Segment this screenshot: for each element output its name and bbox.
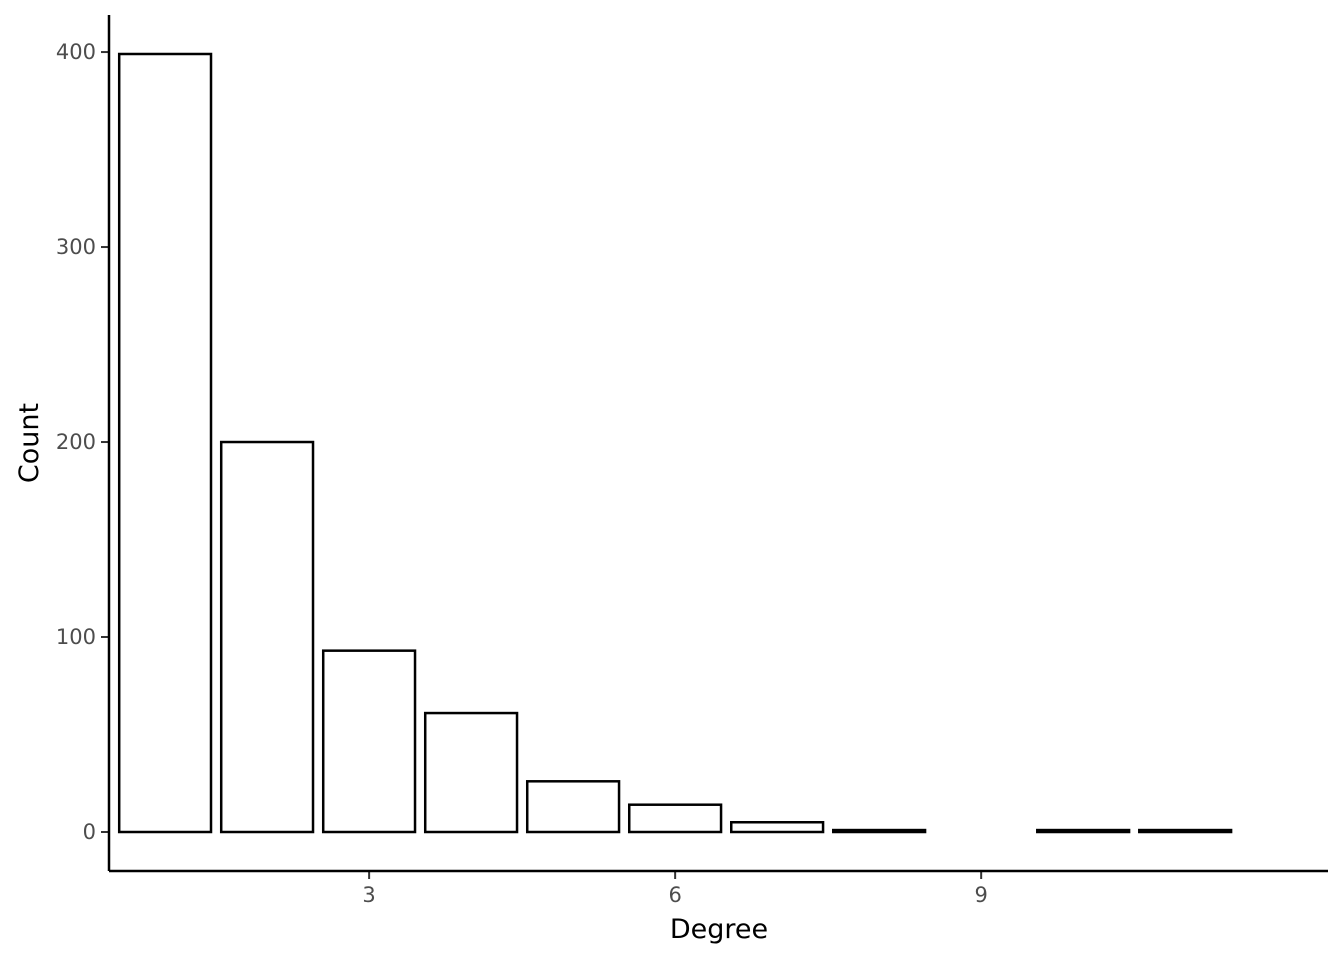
bar-degree-5: [525, 780, 621, 834]
y-tick-label: 0: [83, 820, 96, 844]
bars-group: [117, 52, 1233, 834]
x-tick-label: 3: [362, 883, 375, 907]
y-tick-label: 200: [56, 430, 96, 454]
y-tick-label: 100: [56, 625, 96, 649]
x-tick-label: 6: [668, 883, 681, 907]
y-tick-label: 400: [56, 40, 96, 64]
bar-degree-8: [832, 828, 927, 834]
bar-degree-11: [1138, 828, 1233, 834]
y-tick-label: 300: [56, 235, 96, 259]
bar-degree-7: [730, 821, 825, 834]
bar-degree-6: [627, 803, 723, 834]
y-axis-title: Count: [14, 403, 45, 483]
bar-degree-3: [321, 649, 417, 834]
bar-degree-2: [219, 440, 315, 834]
x-axis-title: Degree: [670, 914, 768, 945]
bar-degree-4: [423, 711, 519, 834]
bar-degree-10: [1036, 828, 1131, 834]
ticks-group: 0 100 200 300 400 3 6 9: [56, 40, 988, 907]
bar-degree-1: [117, 52, 213, 834]
x-tick-label: 9: [974, 883, 987, 907]
